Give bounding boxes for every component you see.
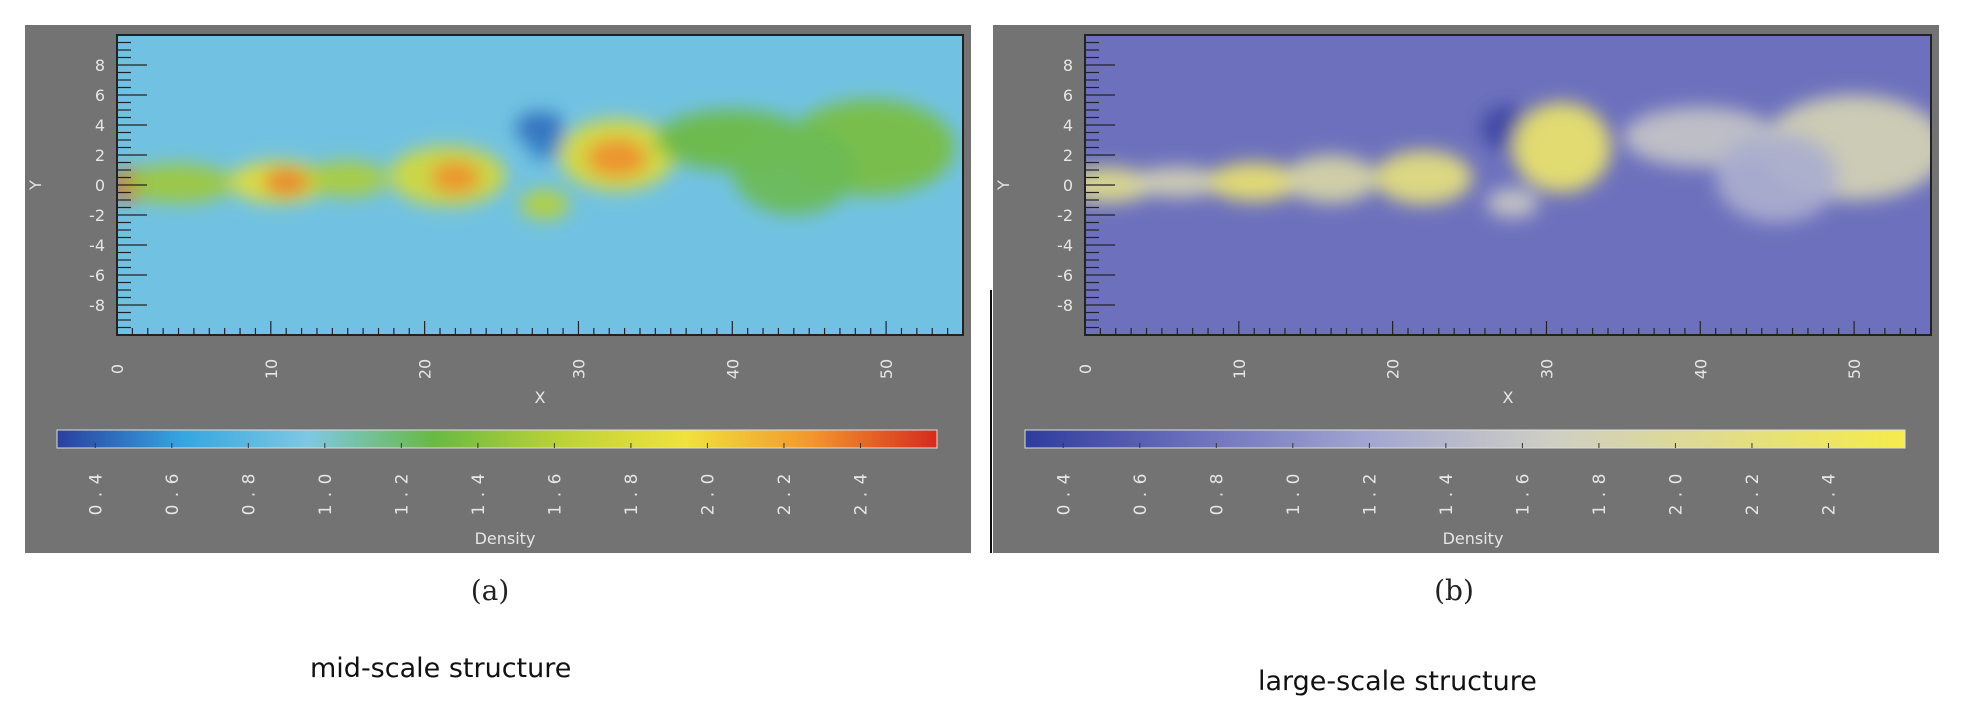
colorbar-tick-label: 0 . 8 — [1207, 473, 1227, 516]
y-tick-label: 0 — [95, 176, 105, 195]
y-tick-label: 2 — [1063, 146, 1073, 165]
x-tick-label: 10 — [262, 359, 281, 379]
density-blob — [123, 164, 234, 203]
density-blob — [1512, 102, 1612, 193]
colorbar-tick-label: 1 . 0 — [316, 473, 336, 516]
colorbar-tick-label: 0 . 6 — [163, 473, 183, 516]
density-blob — [1486, 188, 1539, 218]
colorbar-tick-label: 2 . 4 — [1819, 473, 1839, 516]
y-axis-label: Y — [26, 180, 45, 191]
colorbar-tick-label: 1 . 4 — [1437, 473, 1457, 516]
x-tick-label: 20 — [1384, 359, 1403, 379]
density-blob — [527, 135, 568, 160]
y-tick-label: -6 — [1057, 266, 1073, 285]
y-tick-label: 4 — [95, 116, 105, 135]
x-tick-label: 50 — [1845, 359, 1864, 379]
density-blob — [307, 161, 388, 197]
colorbar-tick-label: 1 . 6 — [1513, 473, 1533, 516]
density-blob — [430, 161, 481, 194]
caption-b: large-scale structure — [1258, 666, 1537, 697]
colorbar-tick-label: 1 . 4 — [469, 473, 489, 516]
colorbar-label: Density — [475, 529, 536, 548]
colorbar-tick-label: 0 . 4 — [86, 473, 106, 516]
density-blob — [263, 168, 310, 196]
colorbar-tick-label: 2 . 0 — [698, 473, 718, 516]
y-axis-label: Y — [994, 180, 1013, 191]
panel-divider — [990, 290, 992, 553]
colorbar-tick-label: 0 . 4 — [1054, 473, 1074, 516]
colorbar-tick-label: 1 . 0 — [1284, 473, 1304, 516]
density-blob — [1208, 162, 1301, 202]
x-tick-label: 20 — [416, 359, 435, 379]
x-tick-label: 40 — [1691, 359, 1710, 379]
caption-a: mid-scale structure — [310, 653, 572, 684]
y-tick-label: 8 — [95, 56, 105, 75]
density-blob — [1715, 132, 1839, 223]
colorbar-label: Density — [1443, 529, 1504, 548]
colorbar-tick-label: 1 . 2 — [392, 473, 412, 516]
y-tick-label: 6 — [95, 86, 105, 105]
panel-label-a: (a) — [470, 574, 510, 607]
colorbar-tick-label: 2 . 2 — [775, 473, 795, 516]
y-tick-label: 2 — [95, 146, 105, 165]
x-tick-label: 50 — [877, 359, 896, 379]
x-axis-label: X — [1503, 388, 1514, 407]
x-tick-label: 10 — [1230, 359, 1249, 379]
y-tick-label: -4 — [89, 236, 105, 255]
y-tick-label: -2 — [1057, 206, 1073, 225]
colorbar-tick-label: 2 . 2 — [1743, 473, 1763, 516]
colorbar-tick-label: 2 . 4 — [851, 473, 871, 516]
y-tick-label: 4 — [1063, 116, 1073, 135]
y-tick-label: 0 — [1063, 176, 1073, 195]
y-tick-label: -8 — [89, 296, 105, 315]
x-tick-label: 0 — [108, 364, 127, 374]
colorbar-tick-label: 1 . 8 — [1590, 473, 1610, 516]
colorbar — [1024, 429, 1906, 449]
colorbar-tick-label: 0 . 8 — [239, 473, 259, 516]
x-tick-label: 40 — [723, 359, 742, 379]
panel-label-b: (b) — [1434, 574, 1474, 607]
colorbar-tick-label: 1 . 2 — [1360, 473, 1380, 516]
y-tick-label: -2 — [89, 206, 105, 225]
density-blob — [520, 189, 570, 220]
density-blob — [1131, 167, 1224, 197]
y-tick-label: -6 — [89, 266, 105, 285]
colorbar-tick-label: 2 . 0 — [1666, 473, 1686, 516]
density-blob — [732, 125, 856, 215]
x-tick-label: 30 — [569, 359, 588, 379]
colorbar-tick-label: 1 . 8 — [622, 473, 642, 516]
y-tick-label: 6 — [1063, 86, 1073, 105]
x-axis-label: X — [535, 388, 546, 407]
x-tick-label: 0 — [1076, 364, 1095, 374]
density-blob — [1284, 155, 1378, 203]
colorbar-tick-label: 1 . 6 — [545, 473, 565, 516]
y-tick-label: 8 — [1063, 56, 1073, 75]
y-tick-label: -4 — [1057, 236, 1073, 255]
colorbar — [56, 429, 938, 449]
density-blob — [586, 138, 648, 178]
colorbar-tick-label: 0 . 6 — [1131, 473, 1151, 516]
x-tick-label: 30 — [1537, 359, 1556, 379]
density-blob — [1374, 150, 1473, 205]
y-tick-label: -8 — [1057, 296, 1073, 315]
